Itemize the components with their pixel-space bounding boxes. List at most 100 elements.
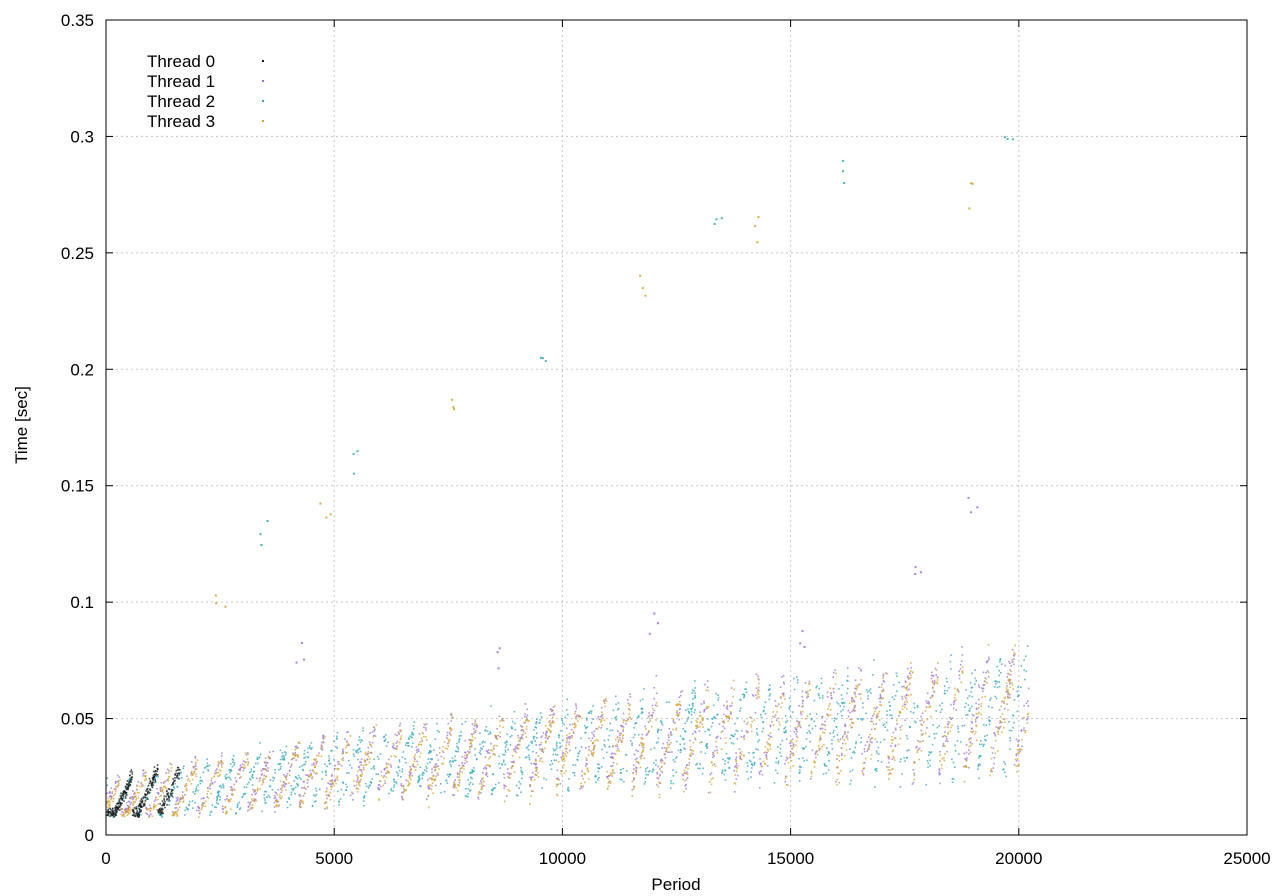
data-point	[531, 742, 533, 745]
data-point	[711, 761, 713, 764]
data-point	[131, 814, 134, 817]
data-point	[272, 779, 274, 782]
data-point	[124, 790, 126, 792]
data-point	[351, 767, 353, 769]
data-point	[858, 667, 860, 669]
data-point	[123, 790, 125, 792]
data-point	[660, 761, 663, 764]
data-point	[676, 704, 678, 706]
data-point	[232, 761, 234, 764]
data-point	[148, 808, 150, 810]
data-point	[159, 813, 162, 816]
data-point	[478, 791, 481, 794]
data-point	[882, 697, 884, 699]
data-point	[643, 757, 645, 759]
data-point	[488, 752, 491, 754]
outlier-point	[266, 520, 269, 522]
data-point	[868, 743, 871, 746]
data-point	[835, 726, 838, 728]
data-point	[332, 783, 335, 786]
data-point	[172, 782, 174, 785]
data-point	[128, 809, 130, 812]
data-point	[928, 751, 931, 753]
data-point	[412, 728, 415, 730]
data-point	[573, 774, 576, 777]
data-point	[297, 774, 300, 777]
data-point	[166, 804, 168, 806]
data-point	[645, 773, 648, 776]
data-point	[242, 793, 245, 795]
data-point	[711, 717, 713, 720]
data-point	[362, 764, 365, 767]
data-point	[792, 765, 795, 767]
data-point	[325, 770, 327, 772]
data-point	[321, 745, 324, 748]
data-point	[643, 688, 645, 690]
data-point	[670, 742, 672, 744]
data-point	[853, 750, 855, 753]
data-point	[368, 761, 370, 764]
data-point	[472, 783, 474, 785]
data-point	[949, 717, 951, 719]
data-point	[123, 791, 125, 794]
data-point	[835, 718, 837, 720]
data-point	[591, 737, 594, 739]
data-point	[1007, 693, 1010, 695]
data-point	[364, 761, 366, 763]
data-point	[418, 777, 421, 780]
data-point	[688, 758, 691, 760]
data-point	[463, 768, 465, 770]
data-point	[920, 750, 923, 752]
data-point	[613, 772, 616, 774]
data-point	[1013, 652, 1015, 654]
data-point	[870, 758, 872, 760]
outlier-point	[329, 513, 332, 516]
data-point	[893, 698, 896, 701]
data-point	[721, 730, 724, 732]
data-point	[422, 771, 424, 774]
data-point	[645, 734, 648, 736]
data-point	[611, 729, 614, 732]
data-point	[776, 772, 779, 774]
data-point	[657, 737, 660, 740]
data-point	[663, 747, 666, 749]
data-point	[182, 801, 184, 803]
data-point	[133, 807, 136, 809]
data-point	[167, 788, 170, 790]
data-point	[133, 791, 136, 794]
data-point	[121, 815, 123, 817]
data-point	[273, 777, 276, 780]
data-point	[161, 812, 164, 815]
data-point	[268, 784, 271, 787]
data-point	[901, 698, 904, 700]
data-point	[435, 766, 437, 768]
data-point	[194, 793, 196, 795]
data-point	[484, 741, 486, 744]
outlier-point	[352, 472, 355, 475]
data-point	[264, 790, 266, 793]
data-point	[138, 807, 140, 809]
data-point	[608, 734, 611, 737]
data-point	[481, 748, 483, 750]
data-point	[493, 748, 495, 750]
data-point	[164, 786, 166, 789]
data-point	[406, 742, 409, 744]
data-point	[709, 773, 712, 776]
data-point	[609, 729, 612, 732]
outlier-point	[641, 287, 644, 290]
data-point	[833, 691, 835, 693]
data-point	[263, 768, 266, 770]
data-point	[581, 770, 583, 773]
data-point	[730, 705, 733, 707]
data-point	[329, 762, 332, 765]
data-point	[190, 774, 192, 776]
data-point	[211, 782, 214, 784]
data-point	[889, 769, 891, 771]
data-point	[758, 696, 761, 699]
data-point	[138, 811, 141, 813]
data-point	[805, 745, 807, 748]
data-point	[107, 809, 109, 812]
data-point	[939, 773, 941, 775]
data-point	[942, 735, 945, 737]
data-point	[634, 758, 637, 761]
